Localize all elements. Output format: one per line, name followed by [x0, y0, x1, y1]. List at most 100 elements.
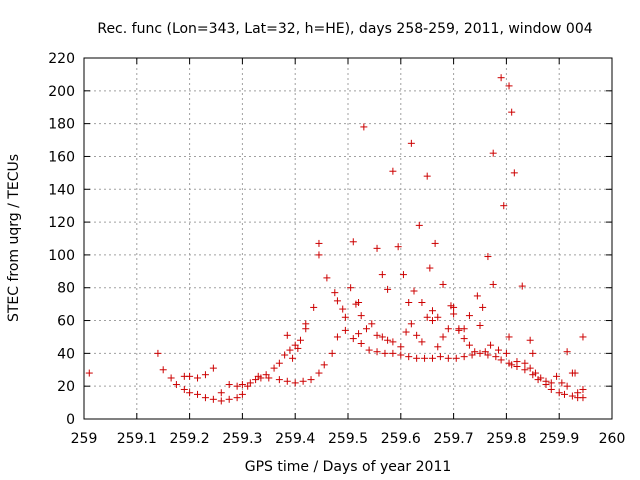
- data-point: [186, 372, 194, 380]
- x-tick-label: 259.3: [222, 431, 262, 447]
- data-point: [281, 351, 289, 359]
- data-point: [484, 253, 492, 261]
- y-tick-label: 80: [57, 281, 75, 297]
- data-point: [555, 389, 563, 397]
- data-point: [481, 348, 489, 356]
- data-point: [360, 123, 368, 131]
- data-point: [355, 330, 363, 338]
- chart-title: Rec. func (Lon=343, Lat=32, h=HE), days …: [97, 21, 592, 37]
- data-point: [384, 336, 392, 344]
- data-points: [85, 74, 587, 405]
- x-tick-label: 259.6: [381, 431, 421, 447]
- data-point: [473, 292, 481, 300]
- data-point: [502, 349, 510, 357]
- data-point: [563, 348, 571, 356]
- data-point: [194, 374, 202, 382]
- data-point: [558, 379, 566, 387]
- data-point: [310, 303, 318, 311]
- data-point: [373, 348, 381, 356]
- data-point: [302, 320, 310, 328]
- x-tick-label: 260: [599, 431, 626, 447]
- data-point: [492, 353, 500, 361]
- y-tick-label: 120: [48, 215, 75, 231]
- data-point: [294, 344, 302, 352]
- data-point: [339, 305, 347, 313]
- y-axis-label: STEC from uqrg / TECUs: [6, 154, 22, 322]
- data-point: [489, 280, 497, 288]
- data-point: [418, 298, 426, 306]
- data-point: [320, 361, 328, 369]
- data-point: [233, 382, 241, 390]
- data-point: [341, 326, 349, 334]
- data-point: [428, 354, 436, 362]
- data-point: [405, 298, 413, 306]
- data-point: [378, 333, 386, 341]
- x-tick-label: 259.9: [539, 431, 579, 447]
- data-point: [415, 221, 423, 229]
- data-point: [238, 390, 246, 398]
- data-point: [154, 349, 162, 357]
- x-tick-label: 259.7: [434, 431, 474, 447]
- data-point: [307, 376, 315, 384]
- data-point: [460, 335, 468, 343]
- y-tick-label: 100: [48, 248, 75, 264]
- data-point: [225, 381, 233, 389]
- data-point: [225, 395, 233, 403]
- data-point: [85, 369, 93, 377]
- data-point: [431, 239, 439, 247]
- y-tick-label: 0: [66, 412, 75, 428]
- data-point: [574, 389, 582, 397]
- data-point: [270, 364, 278, 372]
- data-point: [428, 317, 436, 325]
- data-point: [547, 379, 555, 387]
- data-point: [159, 366, 167, 374]
- data-point: [405, 353, 413, 361]
- data-point: [315, 251, 323, 259]
- data-point: [439, 333, 447, 341]
- data-point: [355, 298, 363, 306]
- data-point: [341, 313, 349, 321]
- x-tick-label: 259.4: [275, 431, 315, 447]
- data-point: [521, 359, 529, 367]
- data-point: [413, 331, 421, 339]
- data-point: [444, 325, 452, 333]
- data-point: [394, 243, 402, 251]
- y-tick-label: 220: [48, 51, 75, 67]
- data-point: [328, 349, 336, 357]
- data-point: [233, 394, 241, 402]
- data-point: [460, 325, 468, 333]
- data-point: [423, 313, 431, 321]
- x-tick-label: 259.1: [117, 431, 157, 447]
- y-tick-label: 60: [57, 314, 75, 330]
- data-point: [296, 336, 304, 344]
- x-tick-label: 259: [71, 431, 98, 447]
- data-point: [450, 303, 458, 311]
- data-point: [283, 377, 291, 385]
- data-point: [402, 328, 410, 336]
- y-tick-label: 40: [57, 346, 75, 362]
- data-point: [209, 395, 217, 403]
- data-point: [542, 377, 550, 385]
- x-tick-label: 259.2: [170, 431, 210, 447]
- data-point: [500, 202, 508, 210]
- data-point: [465, 341, 473, 349]
- data-point: [505, 82, 513, 90]
- data-point: [357, 312, 365, 320]
- data-point: [194, 390, 202, 398]
- data-point: [444, 354, 452, 362]
- data-point: [410, 287, 418, 295]
- data-point: [460, 353, 468, 361]
- data-point: [489, 149, 497, 157]
- data-point: [238, 381, 246, 389]
- data-point: [172, 381, 180, 389]
- data-point: [167, 374, 175, 382]
- data-point: [315, 369, 323, 377]
- data-point: [497, 356, 505, 364]
- data-point: [450, 310, 458, 318]
- data-point: [487, 341, 495, 349]
- x-tick-label: 259.8: [486, 431, 526, 447]
- data-point: [299, 377, 307, 385]
- data-point: [399, 271, 407, 279]
- y-tick-label: 140: [48, 182, 75, 198]
- data-point: [452, 354, 460, 362]
